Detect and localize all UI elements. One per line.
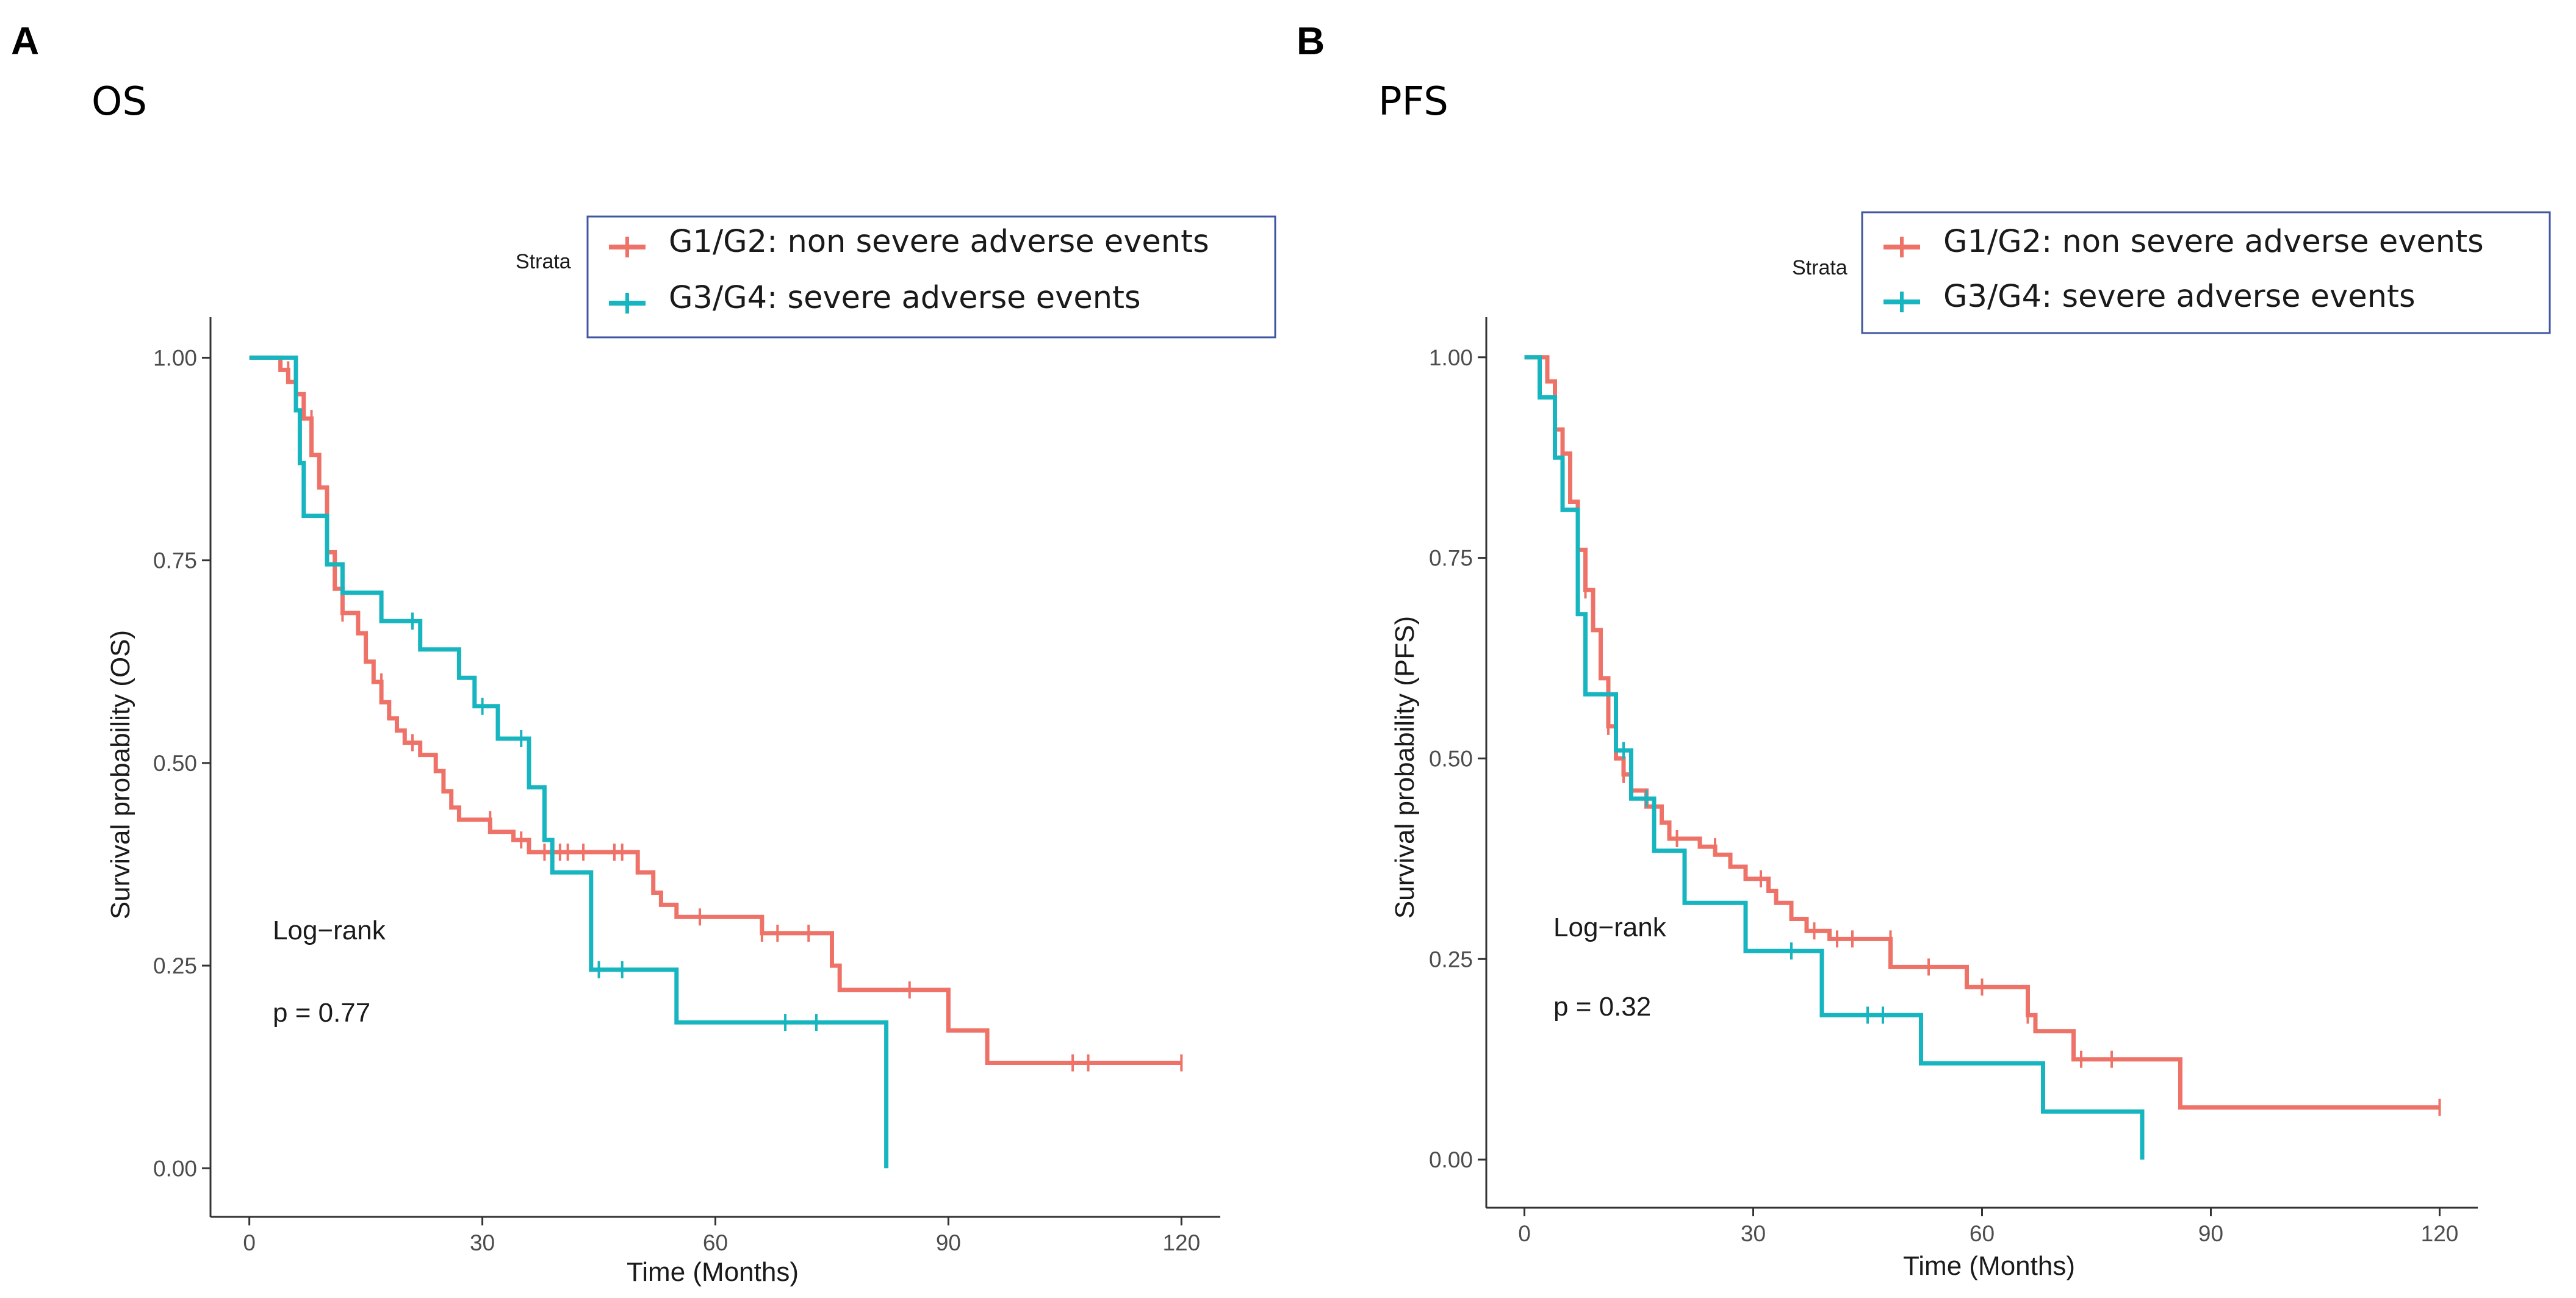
km-chart-os: 0 30 60 90 120 0.00 0.25 0.50 0.75 1.00 Strata G1… [106,215,1276,1287]
panel-b: B PFS 0 30 60 90 120 0.00 0.25 0.50 0.75 1.00 Str… [1288,0,2576,1298]
x-tick-label: 30 [470,1230,495,1255]
y-tick-label: 1.00 [1429,345,1473,370]
legend-title: Strata [516,250,571,273]
legend-title: Strata [1792,256,1847,279]
km-chart-pfs: 0 30 60 90 120 0.00 0.25 0.50 0.75 1.00 Strata G1… [1390,211,2551,1281]
legend-label-group2: G3/G4: severe adverse events [669,280,1141,316]
x-tick-label: 0 [243,1230,256,1255]
y-tick-label: 0.50 [153,751,197,776]
legend-label-group2: G3/G4: severe adverse events [1943,279,2416,315]
y-tick-label: 0.25 [1429,947,1473,972]
panel-label-a: A [11,19,40,63]
y-tick-label: 0.00 [1429,1147,1473,1172]
y-tick-label: 0.50 [1429,746,1473,771]
legend: Strata G1/G2: non severe adverse events … [516,215,1276,339]
y-axis-title: Survival probability (OS) [106,630,135,919]
y-tick-label: 0.75 [1429,546,1473,571]
x-tick-label: 0 [1518,1221,1531,1246]
plot-area: 0 30 60 90 120 0.00 0.25 0.50 0.75 1.00 [153,317,1220,1255]
x-tick-label: 30 [1741,1221,1766,1246]
x-tick-label: 60 [703,1230,728,1255]
panel-label-b: B [1297,19,1325,63]
legend-box [1861,211,2551,334]
legend-label-group1: G1/G2: non severe adverse events [1943,224,2484,260]
legend-box [586,215,1276,339]
x-tick-label: 90 [2198,1221,2223,1246]
y-tick-label: 0.25 [153,953,197,978]
logrank-label: Log−rank [273,916,386,945]
y-tick-label: 0.00 [153,1156,197,1181]
panel-a: A OS 0 30 60 90 120 0.00 0.25 0.50 0.75 1.00 Stra… [11,19,1276,1287]
y-tick-label: 1.00 [153,345,197,370]
x-tick-label: 120 [2421,1221,2459,1246]
y-tick-label: 0.75 [153,548,197,573]
x-tick-label: 60 [1970,1221,1995,1246]
p-value: p = 0.77 [273,998,370,1028]
logrank-label: Log−rank [1553,913,1667,942]
km-curve-non-severe [249,355,1182,1065]
plot-area: 0 30 60 90 120 0.00 0.25 0.50 0.75 1.00 [1429,317,2478,1246]
x-axis-title: Time (Months) [1903,1251,2075,1281]
legend: Strata G1/G2: non severe adverse events … [1792,211,2551,334]
km-curve-severe [249,355,889,1169]
y-axis-title: Survival probability (PFS) [1390,616,1420,919]
legend-label-group1: G1/G2: non severe adverse events [669,224,1209,260]
x-tick-label: 120 [1162,1230,1200,1255]
x-tick-label: 90 [936,1230,961,1255]
km-curve-severe [1524,355,2145,1160]
panel-subtitle-a: OS [92,79,147,124]
p-value: p = 0.32 [1553,992,1651,1022]
panel-subtitle-b: PFS [1378,79,1448,124]
x-axis-title: Time (Months) [627,1257,799,1287]
